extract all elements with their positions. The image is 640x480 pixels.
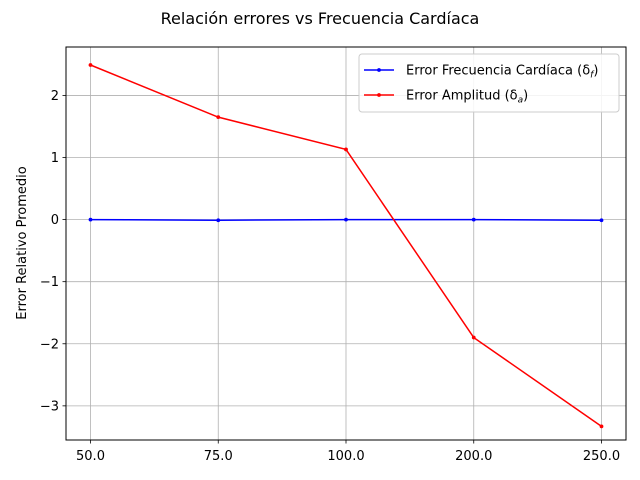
y-axis-label: Error Relativo Promedio: [15, 166, 30, 319]
legend-label: Error Amplitud (δa): [406, 89, 528, 106]
legend-marker: [377, 68, 381, 72]
data-point: [216, 218, 221, 223]
x-tick-label: 50.0: [76, 449, 105, 464]
chart-title: Relación errores vs Frecuencia Cardíaca: [161, 9, 480, 28]
y-tick-label: 1: [51, 151, 59, 166]
data-point: [88, 217, 93, 222]
data-point: [471, 217, 476, 222]
x-tick-label: 100.0: [327, 449, 364, 464]
y-tick-label: −2: [40, 337, 59, 352]
x-tick-label: 200.0: [455, 449, 492, 464]
legend-box: [358, 53, 620, 113]
y-axis: −3 −2 −1 0 1 2: [40, 89, 66, 414]
x-tick-label: 75.0: [204, 449, 233, 464]
y-tick-label: −3: [40, 399, 59, 414]
data-point: [599, 218, 604, 223]
data-point: [344, 217, 348, 222]
x-axis: 50.0 75.0 100.0 200.0 250.0: [76, 440, 620, 464]
data-point: [216, 115, 221, 120]
legend-marker: [377, 93, 381, 97]
data-point: [344, 147, 348, 152]
series-layer: [88, 63, 604, 429]
y-tick-label: 0: [51, 213, 59, 228]
legend-label: Error Frecuencia Cardíaca (δf): [406, 64, 598, 81]
data-point: [471, 335, 476, 340]
data-point: [88, 63, 93, 67]
data-point: [599, 424, 604, 429]
legend: Error Frecuencia Cardíaca (δf) Error Ampl…: [358, 53, 620, 113]
y-tick-label: 2: [51, 89, 59, 104]
y-tick-label: −1: [40, 275, 59, 290]
x-tick-label: 250.0: [583, 449, 620, 464]
